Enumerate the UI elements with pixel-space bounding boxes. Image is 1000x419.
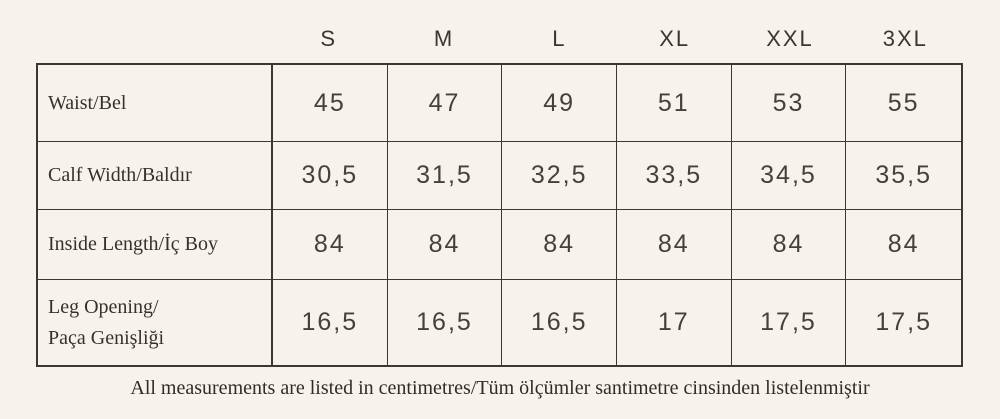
waist-value-xxl: 53 — [731, 65, 847, 142]
leg-opening-value-xxl: 17,5 — [732, 280, 847, 365]
size-chart-table: Waist/Bel 45 47 49 51 53 55 Calf Width/B… — [36, 63, 963, 367]
calf-value-m: 31,5 — [387, 142, 503, 210]
calf-value-s: 30,5 — [273, 142, 388, 210]
calf-value-3xl: 35,5 — [846, 142, 961, 210]
inside-length-value-l: 84 — [502, 210, 617, 280]
leg-opening-value-3xl: 17,5 — [875, 308, 932, 336]
waist-value-xl: 51 — [616, 65, 732, 142]
inside-length-value-s: 84 — [273, 210, 388, 280]
calf-value-l: 32,5 — [502, 142, 617, 210]
measurement-note: All measurements are listed in centimetr… — [130, 377, 870, 399]
size-header-s: S — [320, 26, 337, 51]
calf-value-xl: 33,5 — [616, 142, 732, 210]
size-header-3xl: 3XL — [882, 26, 928, 51]
size-header-row: S M L XL XXL 3XL — [271, 24, 963, 52]
waist-value-l: 49 — [502, 65, 617, 142]
size-header-m: M — [433, 26, 455, 51]
calf-value-xxl: 34,5 — [731, 142, 847, 210]
waist-value-s: 45 — [273, 65, 388, 142]
inside-length-value-xxl: 84 — [731, 210, 847, 280]
inside-length-value-3xl: 84 — [846, 210, 961, 280]
leg-opening-value-l: 16,5 — [502, 280, 617, 365]
waist-value-m: 47 — [387, 65, 503, 142]
inside-length-value-m: 84 — [387, 210, 503, 280]
leg-opening-value-s: 16,5 — [273, 280, 388, 365]
size-header-l: L — [552, 26, 567, 51]
leg-opening-value-m: 16,5 — [388, 280, 503, 365]
row-label-calf-width: Calf Width/Baldır — [38, 142, 273, 210]
leg-opening-value-xl: 17 — [617, 280, 732, 365]
row-label-waist: Waist/Bel — [38, 65, 273, 142]
size-header-xxl: XXL — [766, 26, 814, 51]
waist-value-3xl: 55 — [846, 65, 961, 142]
inside-length-value-xl: 84 — [616, 210, 732, 280]
row-label-inside-length: Inside Length/İç Boy — [38, 210, 273, 280]
row-label-leg-opening: Leg Opening/ Paça Genişliği — [38, 280, 273, 365]
size-header-xl: XL — [659, 26, 691, 51]
